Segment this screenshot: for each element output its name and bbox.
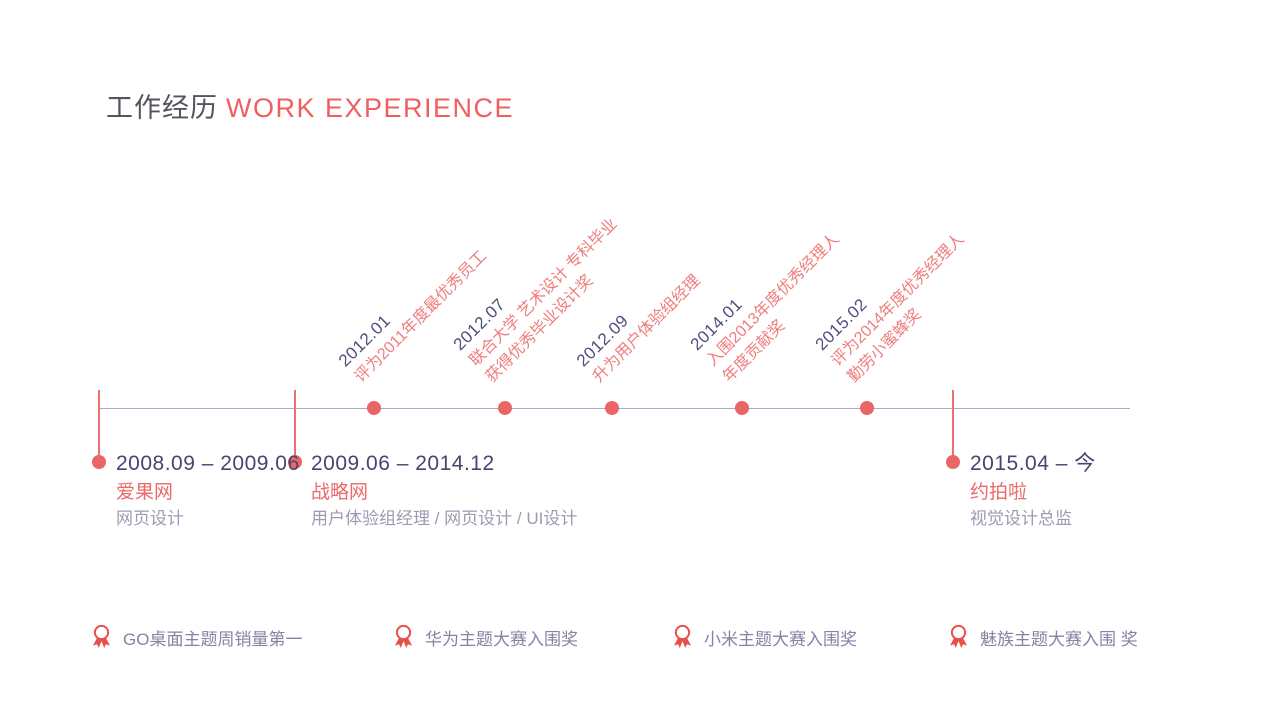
job-period: 2008.09 – 2009.06	[116, 452, 300, 475]
award-label: 魅族主题大赛入围 奖	[980, 629, 1138, 649]
job-period: 2009.06 – 2014.12	[311, 452, 495, 475]
timeline-dot	[498, 401, 512, 415]
award-item: 华为主题大赛入围奖	[391, 621, 578, 653]
medal-icon	[674, 624, 691, 648]
page-title-en: WORK EXPERIENCE	[226, 93, 515, 123]
award-item: GO桌面主题周销量第一	[89, 621, 302, 653]
drop-line	[294, 390, 296, 462]
page-title-zh: 工作经历	[106, 93, 218, 123]
job-dot	[288, 455, 302, 469]
job-company: 约拍啦	[970, 482, 1028, 503]
job-company: 爱果网	[116, 482, 174, 503]
drop-line	[952, 390, 954, 462]
job-entry-yuepaila: 2015.04 – 今 约拍啦 视觉设计总监	[970, 451, 1096, 531]
award-item: 小米主题大赛入围奖	[670, 621, 857, 653]
timeline-dot	[367, 401, 381, 415]
medal-icon	[93, 624, 110, 648]
job-entry-aiguo: 2008.09 – 2009.06 爱果网 网页设计	[116, 451, 300, 531]
medal-icon	[395, 624, 412, 648]
award-label: 小米主题大赛入围奖	[704, 629, 857, 649]
job-role: 网页设计	[116, 509, 184, 528]
milestone-date: 2012.01	[334, 310, 395, 371]
award-label: GO桌面主题周销量第一	[123, 629, 303, 649]
job-dot	[92, 455, 106, 469]
award-item: 魅族主题大赛入围 奖	[946, 621, 1138, 653]
job-role: 用户体验组经理 / 网页设计 / UI设计	[311, 509, 578, 528]
job-dot	[946, 455, 960, 469]
timeline-dot	[860, 401, 874, 415]
job-role: 视觉设计总监	[970, 509, 1072, 528]
page-title: 工作经历 WORK EXPERIENCE	[106, 86, 514, 125]
award-label: 华为主题大赛入围奖	[425, 629, 578, 649]
job-entry-zhanlue: 2009.06 – 2014.12 战略网 用户体验组经理 / 网页设计 / U…	[311, 451, 577, 531]
timeline-dot	[735, 401, 749, 415]
job-company: 战略网	[311, 482, 369, 503]
medal-icon	[950, 624, 967, 648]
job-period: 2015.04 – 今	[970, 452, 1096, 475]
timeline-dot	[605, 401, 619, 415]
drop-line	[98, 390, 100, 462]
